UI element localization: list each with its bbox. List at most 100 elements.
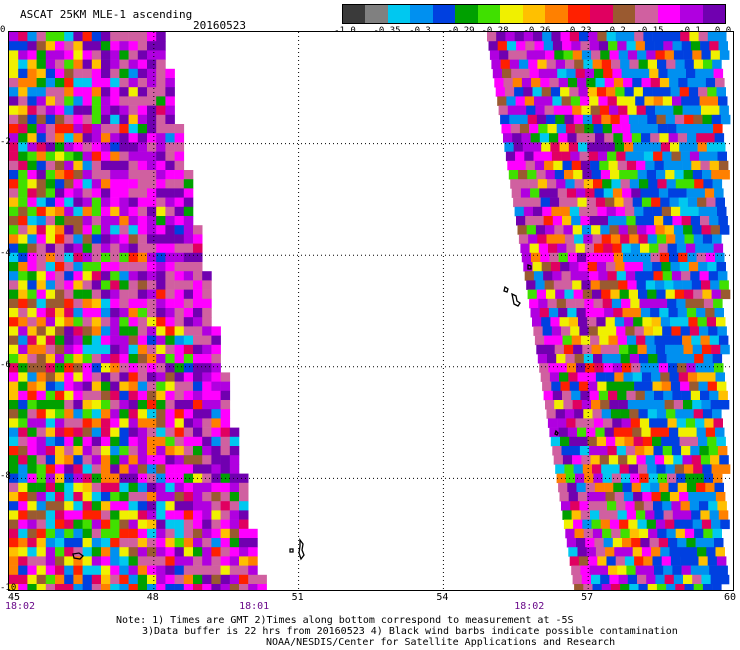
swath-cell	[716, 317, 726, 327]
swath-cell	[55, 179, 65, 189]
swath-cell	[220, 574, 231, 585]
swath-cell	[718, 216, 728, 226]
swath-cell	[147, 390, 157, 401]
swath-cell	[119, 372, 129, 382]
swath-cell	[9, 142, 19, 152]
island-outline	[72, 552, 84, 560]
swath-cell	[656, 464, 666, 474]
swath-cell	[561, 151, 571, 162]
swath-cell	[696, 482, 706, 493]
swath-cell	[557, 363, 568, 373]
swath-cell	[645, 455, 656, 465]
swath-cell	[119, 41, 129, 51]
latitude-tick-label: -10	[0, 583, 17, 593]
swath-cell	[716, 262, 726, 272]
swath-cell	[607, 501, 617, 511]
swath-cell	[36, 565, 47, 576]
swath-cell	[64, 519, 74, 530]
swath-cell	[18, 317, 28, 327]
swath-cell	[211, 363, 221, 373]
swath-cell	[202, 317, 212, 327]
swath-cell	[73, 556, 83, 566]
swath-cell	[137, 243, 148, 254]
swath-cell	[64, 584, 74, 590]
swath-cell	[664, 400, 675, 410]
swath-cell	[665, 344, 675, 355]
swath-cell	[510, 179, 520, 189]
swath-cell	[663, 160, 674, 171]
swath-cell	[626, 565, 636, 576]
swath-cell	[73, 243, 83, 254]
swath-cell	[165, 501, 175, 511]
swath-cell	[673, 400, 684, 410]
swath-cell	[110, 427, 120, 438]
swath-cell	[165, 547, 175, 557]
latitude-tick-label: 0	[0, 25, 6, 35]
swath-cell	[91, 363, 102, 373]
swath-cell	[64, 32, 74, 42]
color-scale-swatch	[702, 5, 725, 23]
swath-cell	[202, 271, 212, 281]
swath-cell	[27, 381, 37, 392]
swath-cell	[147, 538, 157, 548]
swath-cell	[608, 335, 618, 346]
swath-cell	[704, 68, 714, 79]
swath-cell	[45, 418, 56, 428]
swath-cell	[91, 538, 102, 548]
swath-cell	[9, 234, 19, 244]
swath-cell	[183, 547, 194, 557]
swath-cell	[701, 519, 712, 530]
swath-cell	[45, 390, 56, 401]
swath-cell	[633, 436, 644, 447]
swath-map	[8, 31, 734, 591]
swath-cell	[540, 252, 550, 263]
swath-cell	[27, 344, 37, 355]
swath-cell	[165, 344, 175, 355]
swath-cell	[137, 252, 148, 263]
swath-cell	[137, 188, 148, 198]
swath-cell	[55, 252, 65, 263]
swath-cell	[555, 114, 565, 125]
swath-cell	[91, 574, 102, 585]
swath-cell	[156, 584, 166, 590]
swath-cell	[73, 234, 83, 244]
swath-cell	[647, 59, 658, 70]
swath-cell	[55, 160, 65, 171]
swath-cell	[536, 289, 547, 300]
swath-cell	[623, 547, 633, 557]
swath-cell	[101, 50, 111, 60]
swath-cell	[147, 372, 157, 382]
swath-cell	[596, 436, 607, 447]
swath-cell	[570, 446, 581, 456]
swath-cell	[147, 344, 157, 355]
swath-cell	[572, 280, 582, 290]
swath-cell	[147, 317, 157, 327]
swath-cell	[640, 308, 651, 318]
swath-cell	[498, 105, 509, 116]
swath-cell	[673, 225, 684, 235]
swath-cell	[649, 243, 659, 254]
swath-cell	[64, 252, 74, 263]
swath-cell	[567, 308, 577, 318]
swath-cell	[82, 225, 93, 235]
swath-cell	[614, 317, 625, 327]
swath-cell	[647, 234, 658, 244]
swath-cell	[667, 124, 677, 134]
swath-cell	[193, 400, 203, 410]
swath-cell	[147, 308, 157, 318]
swath-cell	[18, 225, 28, 235]
swath-cell	[595, 133, 605, 143]
swath-cell	[666, 409, 676, 419]
swath-cell	[193, 538, 203, 548]
swath-cell	[9, 280, 19, 290]
swath-cell	[18, 326, 28, 336]
swath-cell	[630, 418, 641, 428]
swath-cell	[257, 584, 267, 590]
swath-cell	[649, 538, 660, 548]
swath-cell	[564, 170, 574, 180]
swath-cell	[679, 87, 690, 97]
swath-cell	[596, 492, 606, 502]
swath-cell	[716, 436, 726, 447]
swath-cell	[518, 170, 528, 180]
swath-cell	[9, 574, 19, 585]
